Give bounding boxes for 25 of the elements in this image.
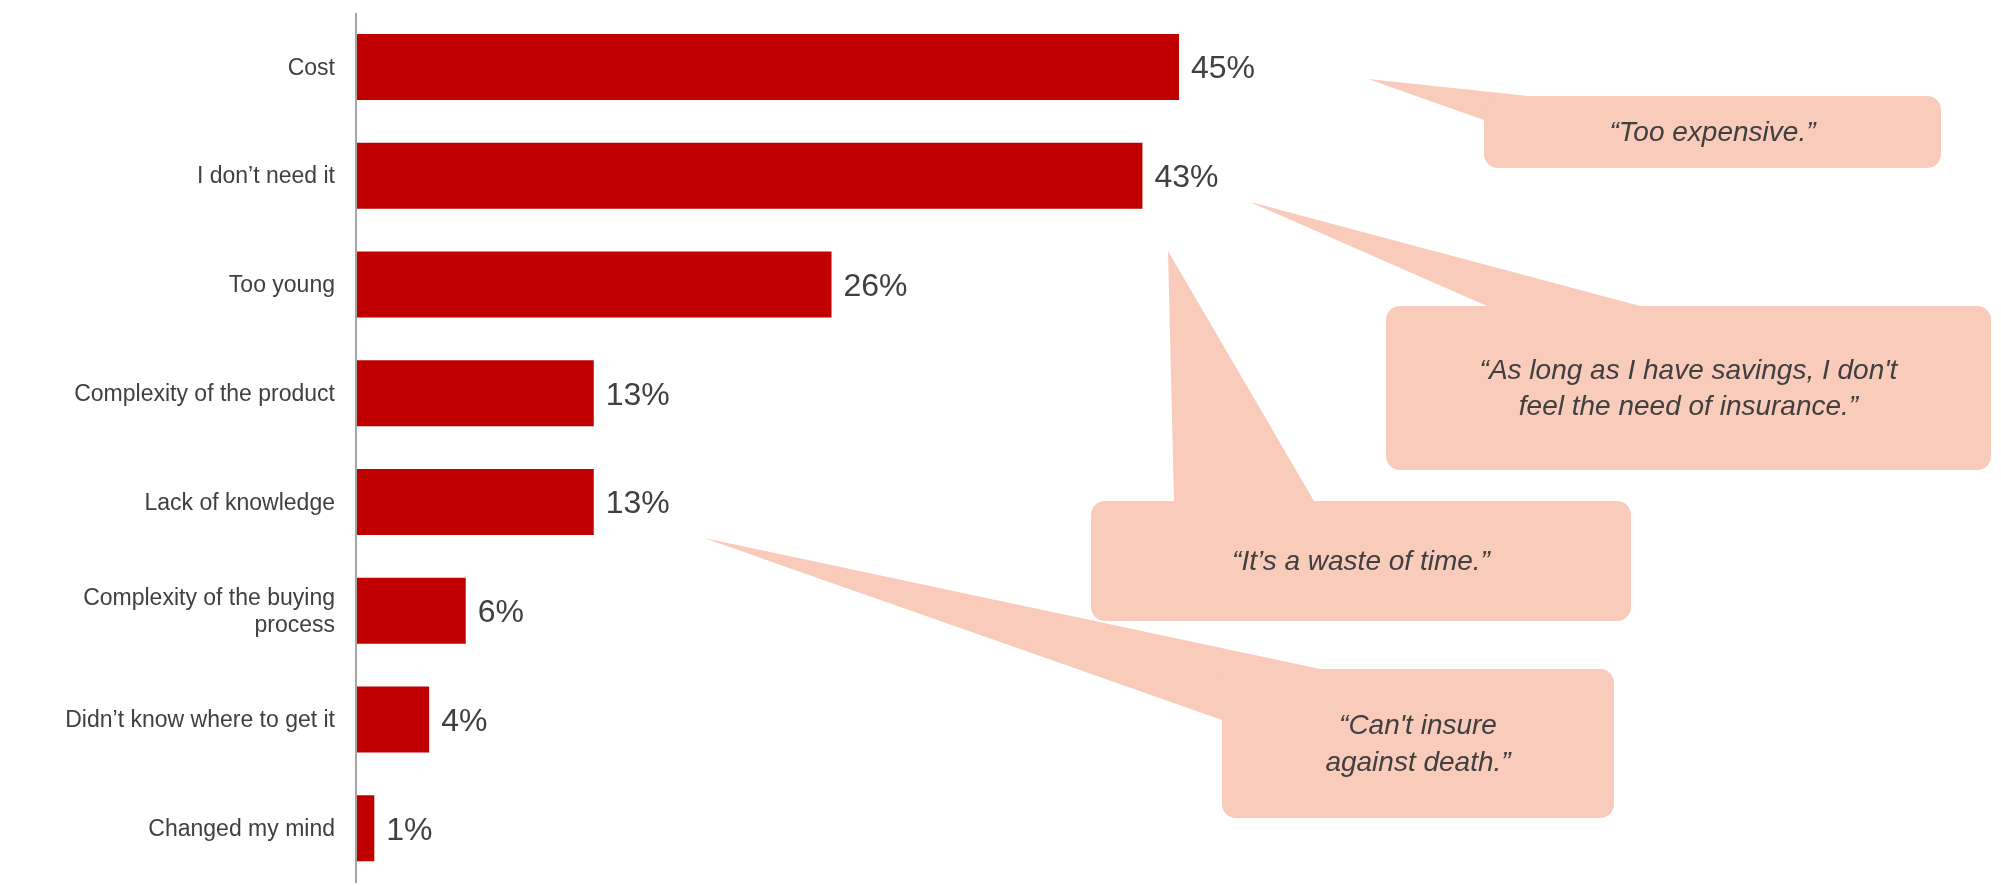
y-tick-label: Complexity of the buying process <box>82 583 335 639</box>
bar <box>356 795 375 862</box>
y-tick-label: Too young <box>227 271 335 299</box>
data-label: 6% <box>477 593 524 630</box>
bar <box>356 142 1143 209</box>
y-tick-label: Changed my mind <box>147 814 335 843</box>
data-label: 26% <box>843 266 908 303</box>
y-tick-label: Lack of knowledge <box>143 488 335 517</box>
y-tick-label: Cost <box>286 53 335 82</box>
y-tick-label: Complexity of the product <box>73 379 335 408</box>
data-label: 45% <box>1191 49 1256 86</box>
data-label: 43% <box>1154 158 1219 195</box>
bar <box>356 469 594 535</box>
data-label: 1% <box>386 810 433 847</box>
bar <box>356 251 832 318</box>
data-label: 13% <box>605 375 670 412</box>
y-tick-label: I don’t need it <box>195 162 335 190</box>
y-tick-label: Didn’t know where to get it <box>64 706 335 734</box>
speech-bubble: “As long as I have savings, I don't feel the need of insurance.” <box>1250 202 1991 470</box>
data-label: 13% <box>605 484 670 521</box>
bar <box>356 360 594 427</box>
data-label: 4% <box>441 701 488 738</box>
bar <box>356 577 466 644</box>
bar <box>356 34 1179 100</box>
bar <box>356 686 430 753</box>
